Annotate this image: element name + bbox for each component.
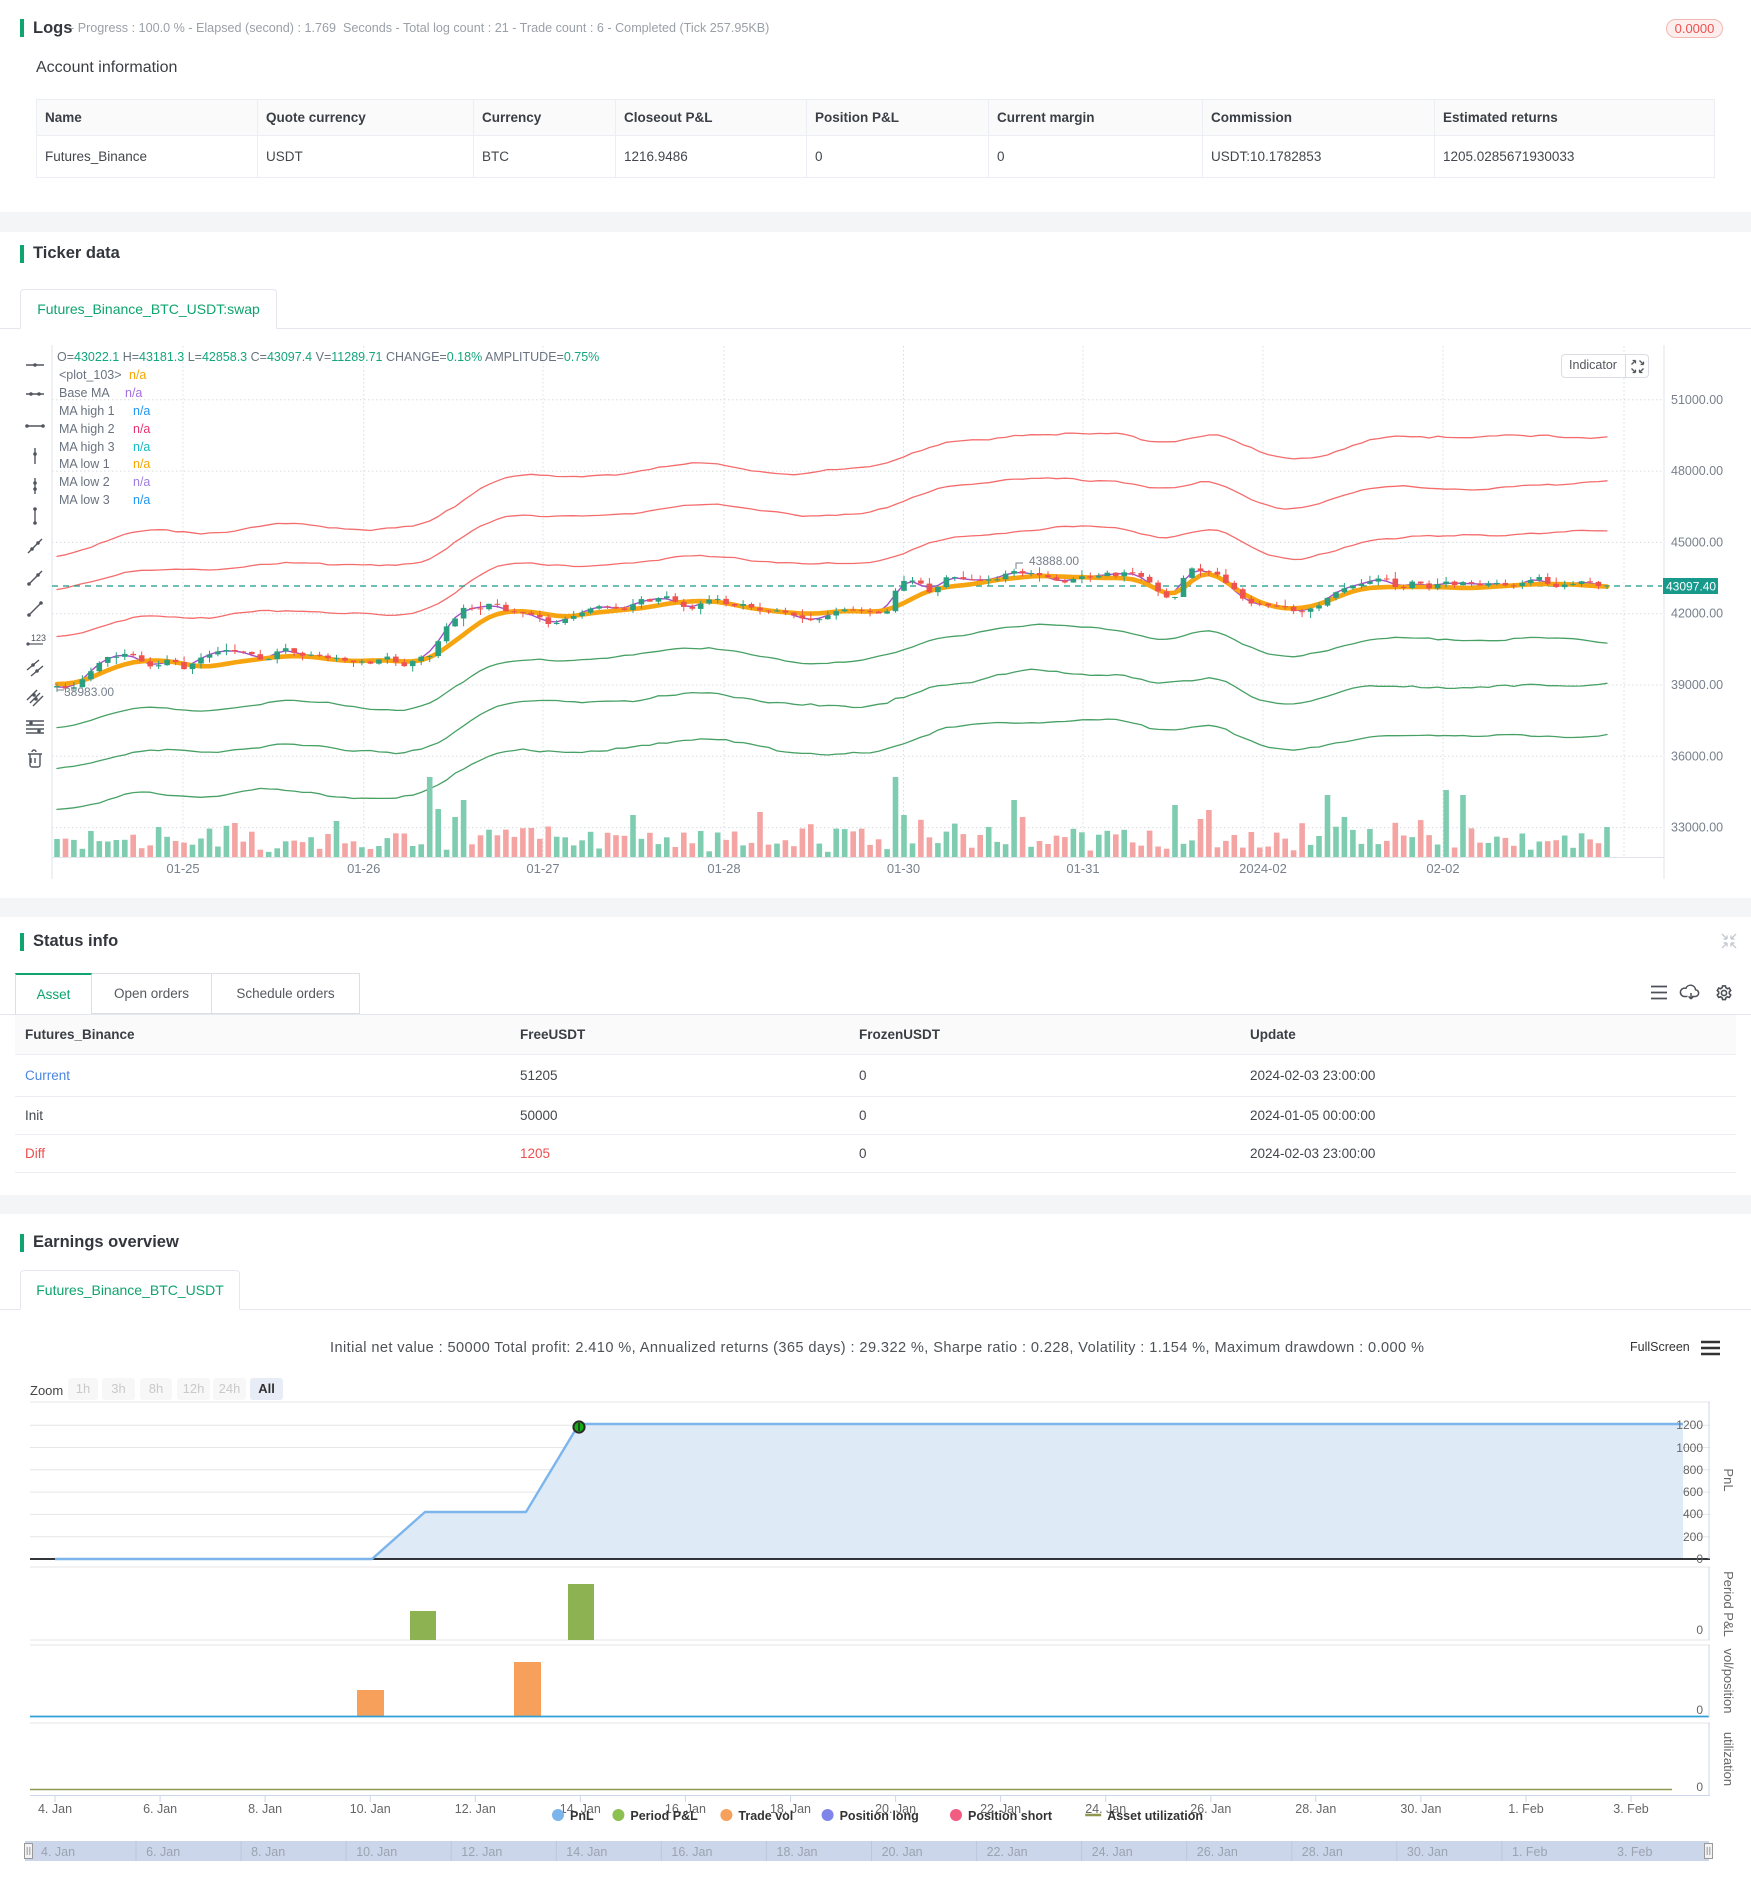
svg-text:28. Jan: 28. Jan bbox=[1295, 1802, 1336, 1816]
svg-text:12. Jan: 12. Jan bbox=[455, 1802, 496, 1816]
svg-text:30. Jan: 30. Jan bbox=[1407, 1845, 1448, 1859]
svg-text:3. Feb: 3. Feb bbox=[1617, 1845, 1652, 1859]
svg-text:33000.00: 33000.00 bbox=[1671, 821, 1723, 835]
svg-text:PnL: PnL bbox=[570, 1809, 594, 1823]
svg-text:n/a: n/a bbox=[133, 422, 150, 436]
svg-text:MA high 3: MA high 3 bbox=[59, 440, 115, 454]
svg-text:8. Jan: 8. Jan bbox=[248, 1802, 282, 1816]
svg-text:Period P&L: Period P&L bbox=[630, 1809, 698, 1823]
svg-text:4. Jan: 4. Jan bbox=[41, 1845, 75, 1859]
svg-text:22. Jan: 22. Jan bbox=[987, 1845, 1028, 1859]
svg-text:PnL: PnL bbox=[1721, 1468, 1736, 1491]
svg-text:600: 600 bbox=[1683, 1485, 1703, 1499]
svg-text:14. Jan: 14. Jan bbox=[566, 1845, 607, 1859]
svg-text:01-30: 01-30 bbox=[887, 861, 920, 876]
svg-text:02-02: 02-02 bbox=[1426, 861, 1459, 876]
svg-text:1. Feb: 1. Feb bbox=[1508, 1802, 1543, 1816]
svg-text:n/a: n/a bbox=[133, 493, 150, 507]
svg-text:<plot_103>: <plot_103> bbox=[59, 368, 122, 382]
svg-text:42000.00: 42000.00 bbox=[1671, 607, 1723, 621]
svg-text:22. Jan: 22. Jan bbox=[980, 1802, 1021, 1816]
svg-text:36000.00: 36000.00 bbox=[1671, 749, 1723, 763]
svg-text:123: 123 bbox=[31, 633, 46, 643]
svg-text:45000.00: 45000.00 bbox=[1671, 535, 1723, 549]
svg-text:6. Jan: 6. Jan bbox=[143, 1802, 177, 1816]
svg-text:0: 0 bbox=[1696, 1552, 1703, 1566]
svg-text:0: 0 bbox=[1696, 1623, 1703, 1637]
svg-text:1200: 1200 bbox=[1676, 1418, 1703, 1432]
svg-text:1. Feb: 1. Feb bbox=[1512, 1845, 1547, 1859]
svg-text:16. Jan: 16. Jan bbox=[671, 1845, 712, 1859]
svg-text:18. Jan: 18. Jan bbox=[770, 1802, 811, 1816]
svg-text:Position short: Position short bbox=[968, 1809, 1053, 1823]
svg-text:n/a: n/a bbox=[133, 440, 150, 454]
svg-text:Asset utilization: Asset utilization bbox=[1107, 1809, 1203, 1823]
svg-text:Trade vol: Trade vol bbox=[738, 1809, 793, 1823]
svg-text:26. Jan: 26. Jan bbox=[1197, 1845, 1238, 1859]
svg-text:Base MA: Base MA bbox=[59, 386, 110, 400]
svg-text:MA low 1: MA low 1 bbox=[59, 457, 110, 471]
svg-text:4. Jan: 4. Jan bbox=[38, 1802, 72, 1816]
svg-text:0: 0 bbox=[1696, 1780, 1703, 1794]
svg-text:48000.00: 48000.00 bbox=[1671, 464, 1723, 478]
svg-text:26. Jan: 26. Jan bbox=[1190, 1802, 1231, 1816]
svg-text:MA low 3: MA low 3 bbox=[59, 493, 110, 507]
svg-text:MA low 2: MA low 2 bbox=[59, 475, 110, 489]
svg-text:n/a: n/a bbox=[133, 475, 150, 489]
svg-text:01-27: 01-27 bbox=[526, 861, 559, 876]
svg-text:vol/position: vol/position bbox=[1721, 1648, 1736, 1713]
svg-text:400: 400 bbox=[1683, 1507, 1703, 1521]
svg-text:01-26: 01-26 bbox=[347, 861, 380, 876]
svg-text:n/a: n/a bbox=[133, 457, 150, 471]
svg-text:1000: 1000 bbox=[1676, 1441, 1703, 1455]
svg-text:6. Jan: 6. Jan bbox=[146, 1845, 180, 1859]
svg-text:16. Jan: 16. Jan bbox=[665, 1802, 706, 1816]
svg-text:MA high 1: MA high 1 bbox=[59, 404, 115, 418]
svg-text:10. Jan: 10. Jan bbox=[350, 1802, 391, 1816]
svg-text:51000.00: 51000.00 bbox=[1671, 393, 1723, 407]
svg-text:10. Jan: 10. Jan bbox=[356, 1845, 397, 1859]
svg-text:200: 200 bbox=[1683, 1530, 1703, 1544]
svg-text:MA high 2: MA high 2 bbox=[59, 422, 115, 436]
svg-text:Position long: Position long bbox=[840, 1809, 919, 1823]
svg-text:39000.00: 39000.00 bbox=[1671, 678, 1723, 692]
svg-text:12. Jan: 12. Jan bbox=[461, 1845, 502, 1859]
svg-text:0: 0 bbox=[1696, 1703, 1703, 1717]
svg-text:38983.00: 38983.00 bbox=[64, 685, 114, 699]
svg-text:2024-02: 2024-02 bbox=[1239, 861, 1287, 876]
svg-text:18. Jan: 18. Jan bbox=[777, 1845, 818, 1859]
svg-text:3. Feb: 3. Feb bbox=[1613, 1802, 1648, 1816]
svg-text:800: 800 bbox=[1683, 1463, 1703, 1477]
svg-text:20. Jan: 20. Jan bbox=[875, 1802, 916, 1816]
svg-text:24. Jan: 24. Jan bbox=[1085, 1802, 1126, 1816]
svg-text:n/a: n/a bbox=[125, 386, 142, 400]
svg-text:01-28: 01-28 bbox=[707, 861, 740, 876]
svg-text:28. Jan: 28. Jan bbox=[1302, 1845, 1343, 1859]
svg-text:43097.40: 43097.40 bbox=[1666, 580, 1716, 594]
svg-text:O=43022.1 H=43181.3 L=42858.3: O=43022.1 H=43181.3 L=42858.3 C=43097.4 … bbox=[57, 350, 599, 364]
svg-text:n/a: n/a bbox=[129, 368, 146, 382]
svg-text:24. Jan: 24. Jan bbox=[1092, 1845, 1133, 1859]
svg-text:8. Jan: 8. Jan bbox=[251, 1845, 285, 1859]
svg-text:43888.00: 43888.00 bbox=[1029, 554, 1079, 568]
svg-text:utilization: utilization bbox=[1721, 1732, 1736, 1786]
svg-text:01-31: 01-31 bbox=[1066, 861, 1099, 876]
svg-text:20. Jan: 20. Jan bbox=[882, 1845, 923, 1859]
svg-text:n/a: n/a bbox=[133, 404, 150, 418]
svg-text:14. Jan: 14. Jan bbox=[560, 1802, 601, 1816]
svg-text:30. Jan: 30. Jan bbox=[1400, 1802, 1441, 1816]
svg-text:Period P&L: Period P&L bbox=[1721, 1571, 1736, 1637]
svg-text:01-25: 01-25 bbox=[166, 861, 199, 876]
